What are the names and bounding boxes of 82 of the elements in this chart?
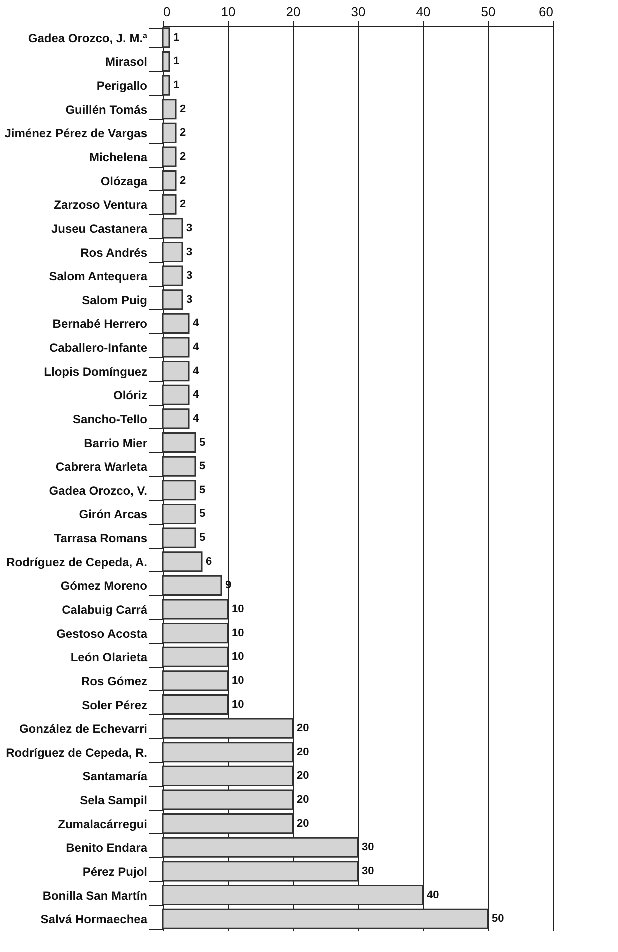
y-tick-label: Gadea Orozco, V.: [49, 484, 148, 498]
y-tick-label: Calabuig Carrá: [62, 602, 148, 617]
y-tick-label: Gadea Orozco, J. M.ª: [28, 31, 148, 46]
y-tick-label: Caballero-Infante: [49, 341, 148, 356]
x-tick-label: 0: [164, 4, 171, 20]
x-tick-label: 50: [481, 4, 496, 20]
data-label: 4: [193, 412, 200, 425]
y-tick-label: Gestoso Acosta: [56, 626, 148, 641]
y-tick-label: Bernabé Herrero: [52, 317, 148, 332]
y-tick-label: Llopis Domínguez: [44, 364, 148, 379]
data-label: 2: [180, 127, 186, 140]
y-tick-label: Barrio Mier: [84, 436, 148, 450]
data-label: 1: [174, 32, 180, 44]
x-tick-label: 30: [351, 4, 366, 20]
data-label: 3: [186, 222, 193, 234]
data-label: 10: [232, 627, 244, 640]
y-tick-label: Rodríguez de Cepeda, A.: [6, 555, 148, 570]
y-tick-label: Salvá Hormaechea: [40, 912, 148, 927]
data-label: 10: [232, 674, 244, 687]
y-tick-label: Zumalacárregui: [58, 817, 148, 832]
y-tick-label: Sancho-Tello: [73, 412, 148, 426]
data-label: 50: [492, 913, 504, 926]
y-tick-label: Mirasol: [105, 55, 148, 70]
y-tick-label: Olózaga: [100, 174, 148, 188]
x-tick-label: 10: [221, 4, 236, 20]
y-tick-label: Olóriz: [113, 388, 148, 403]
y-tick-label: Ros Gómez: [81, 674, 148, 688]
y-tick-label: Bonilla San Martín: [42, 888, 148, 903]
data-label: 30: [362, 842, 374, 854]
x-tick-label: 60: [539, 4, 554, 20]
x-tick-label: 40: [416, 4, 431, 20]
y-tick-label: Girón Arcas: [79, 508, 148, 522]
data-label: 10: [232, 698, 244, 711]
data-label: 5: [200, 436, 206, 449]
y-tick-label: Pérez Pujol: [82, 864, 148, 879]
y-tick-label: González de Echevarri: [19, 722, 148, 736]
data-label: 5: [200, 508, 206, 520]
y-tick-label: Perigallo: [96, 79, 148, 94]
data-label: 6: [206, 556, 212, 568]
data-label: 30: [362, 865, 374, 878]
data-label: 4: [193, 342, 200, 354]
data-label: 10: [232, 651, 244, 664]
y-tick-label: Tarrasa Romans: [54, 532, 148, 546]
data-label: 5: [200, 460, 206, 473]
y-tick-label: Rodríguez de Cepeda, R.: [6, 746, 148, 760]
y-tick-label: Salom Puig: [82, 293, 148, 308]
data-label: 10: [232, 603, 244, 616]
data-label: 20: [297, 770, 310, 782]
data-label: 4: [193, 389, 200, 402]
data-label: 2: [180, 150, 186, 163]
data-label: 3: [186, 246, 193, 258]
y-tick-label: Cabrera Warleta: [56, 460, 148, 474]
y-tick-label: Benito Endara: [66, 841, 148, 856]
y-tick-label: Ros Andrés: [80, 246, 148, 260]
y-tick-label: Zarzoso Ventura: [54, 198, 148, 212]
y-tick-label: Guillén Tomás: [66, 102, 148, 117]
y-tick-label: Michelena: [89, 150, 148, 164]
data-label: 3: [186, 270, 193, 282]
data-label: 20: [297, 794, 310, 806]
data-label: 3: [186, 294, 193, 306]
y-tick-label: Jiménez Pérez de Vargas: [4, 126, 148, 141]
data-label: 20: [297, 746, 310, 758]
y-tick-label: Gómez Moreno: [60, 579, 148, 594]
data-label: 2: [180, 174, 186, 187]
data-label: 4: [193, 365, 200, 378]
y-tick-label: Salom Antequera: [49, 270, 148, 284]
data-label: 2: [180, 103, 186, 116]
data-label: 20: [297, 818, 310, 830]
y-tick-label: Sela Sampil: [80, 794, 148, 808]
y-tick-label: Santamaría: [82, 770, 148, 784]
data-label: 5: [200, 484, 206, 496]
x-tick-label: 20: [286, 4, 301, 20]
y-tick-label: León Olarieta: [70, 650, 148, 665]
data-label: 1: [174, 80, 180, 92]
data-label: 40: [427, 889, 440, 902]
data-label: 5: [200, 532, 206, 544]
y-tick-label: Soler Pérez: [82, 698, 148, 712]
data-label: 4: [193, 318, 200, 330]
data-label: 20: [297, 722, 310, 735]
data-label: 2: [180, 198, 186, 211]
y-tick-label: Juseu Castanera: [51, 222, 148, 236]
data-label: 1: [174, 56, 180, 68]
